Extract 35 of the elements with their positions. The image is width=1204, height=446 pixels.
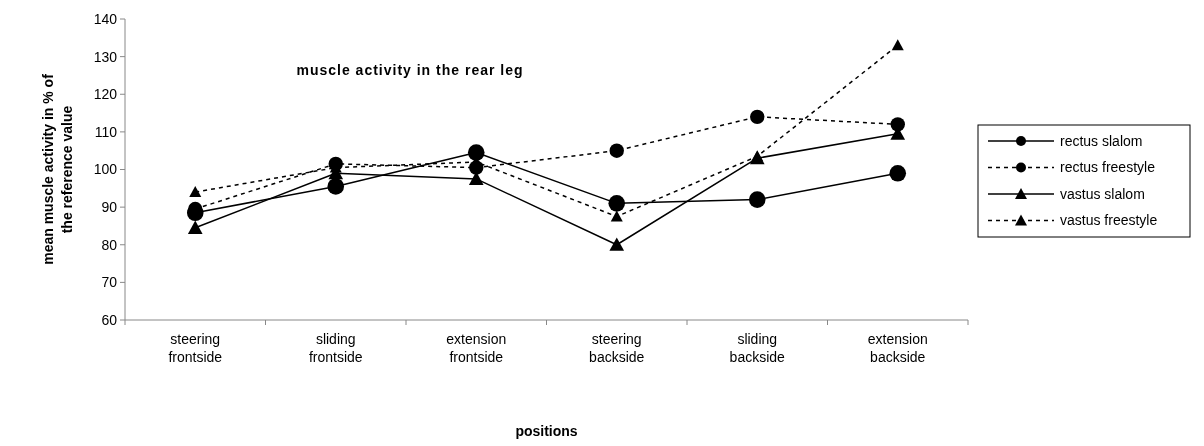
- y-tick-label: 90: [101, 199, 118, 216]
- y-tick-label: 140: [93, 10, 118, 27]
- x-axis-title: positions: [515, 423, 578, 439]
- point: [889, 164, 907, 182]
- x-tick-label: sliding frontside: [308, 331, 363, 365]
- legend-label: rectus slalom: [1060, 132, 1143, 149]
- point: [327, 178, 345, 195]
- y-tick-label: 110: [94, 123, 118, 140]
- point: [187, 220, 203, 234]
- text: muscle activity in the rear leg: [296, 62, 524, 78]
- legend-label: vastus freestyle: [1060, 212, 1158, 229]
- y-axis-title: mean muscle activity in % of the reference value: [40, 73, 75, 265]
- point: [609, 143, 624, 158]
- point: [189, 186, 202, 198]
- y-tick-label: 130: [93, 48, 118, 65]
- legend-label: rectus freestyle: [1060, 159, 1156, 176]
- legend-label: vastus slalom: [1060, 185, 1145, 202]
- point: [890, 117, 905, 132]
- point: [748, 191, 766, 208]
- point: [610, 210, 623, 222]
- point: [891, 39, 904, 51]
- point: [608, 195, 626, 212]
- y-tick-label: 120: [93, 86, 118, 103]
- y-tick-label: 80: [101, 236, 118, 253]
- y-tick-label: 60: [101, 311, 118, 328]
- x-tick-label: steering backside: [589, 331, 645, 365]
- x-tick-label: extension backside: [867, 331, 928, 365]
- point: [609, 237, 625, 251]
- x-tick-label: steering frontside: [168, 331, 223, 365]
- x-tick-label: extension frontside: [446, 331, 507, 365]
- y-tick-label: 70: [101, 274, 118, 291]
- x-tick-label: sliding backside: [729, 331, 786, 365]
- y-tick-label: 100: [93, 161, 118, 178]
- point: [750, 109, 765, 125]
- point: [467, 144, 485, 161]
